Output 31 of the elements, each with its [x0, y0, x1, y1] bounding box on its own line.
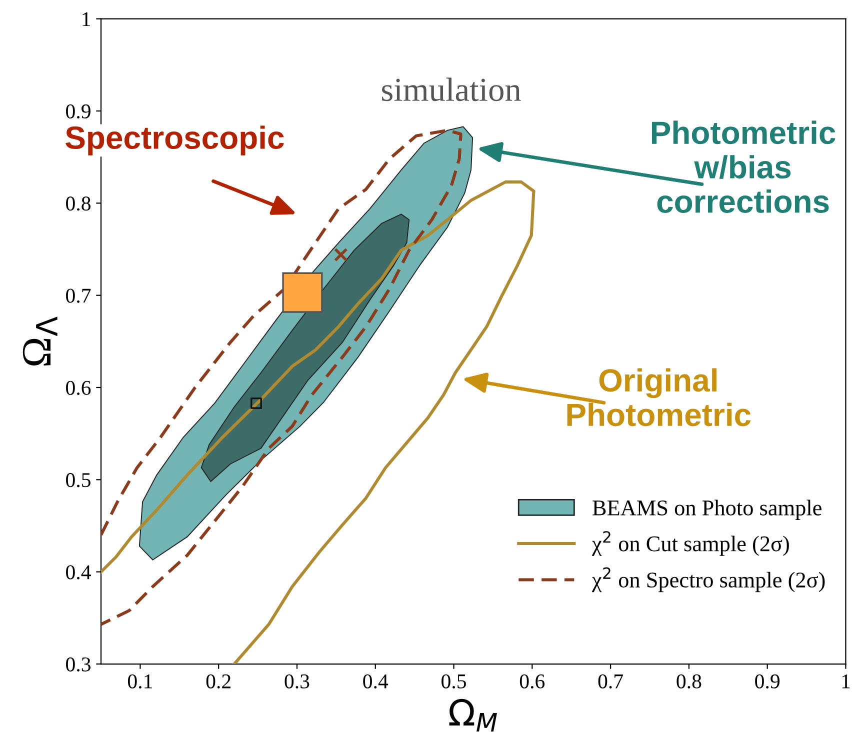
x-tick-label: 0.6 [520, 674, 545, 688]
x-tick-label: 0.3 [284, 674, 310, 688]
x-tick-label: 0.8 [676, 674, 702, 688]
point [250, 397, 262, 409]
x-tick-label: 0.1 [128, 674, 152, 688]
annotation: Original Photometric [567, 368, 751, 426]
y-tick-label: 0.6 [66, 380, 91, 396]
legend-label: χ$^{2}$ on Spectro sample (2σ) [592, 567, 825, 592]
point [282, 272, 323, 313]
x-tick-label: 0.4 [363, 674, 388, 688]
y-tick-label: 0.7 [66, 288, 91, 303]
point [334, 248, 348, 262]
x-axis-title: Ω$_{M}$ [449, 698, 497, 732]
legend-label: χ$^{2}$ on Cut sample (2σ) [592, 531, 789, 556]
y-tick-label: 0.3 [66, 657, 90, 672]
x-tick-label: 0.9 [755, 674, 780, 688]
y-tick-label: 0.9 [66, 104, 90, 118]
x-tick-label: 1 [842, 674, 850, 688]
y-tick-label: 0.8 [66, 196, 90, 211]
x-tick-label: 0.7 [598, 674, 623, 688]
x-tick-label: 0.5 [442, 674, 466, 688]
text: simulation [382, 78, 521, 102]
legend-label: BEAMS on Photo sample [592, 500, 822, 520]
line-series [101, 180, 536, 664]
x-tick-label: 0.2 [206, 674, 230, 688]
y-tick-label: 0.4 [66, 565, 91, 580]
y-axis-title: Ω$_{Λ}$ [22, 316, 58, 366]
y-tick-label: 1 [82, 12, 90, 26]
annotation: Photometric w/bias corrections [652, 120, 836, 213]
y-tick-label: 0.5 [66, 473, 90, 488]
annotation: Spectroscopic [66, 126, 284, 156]
